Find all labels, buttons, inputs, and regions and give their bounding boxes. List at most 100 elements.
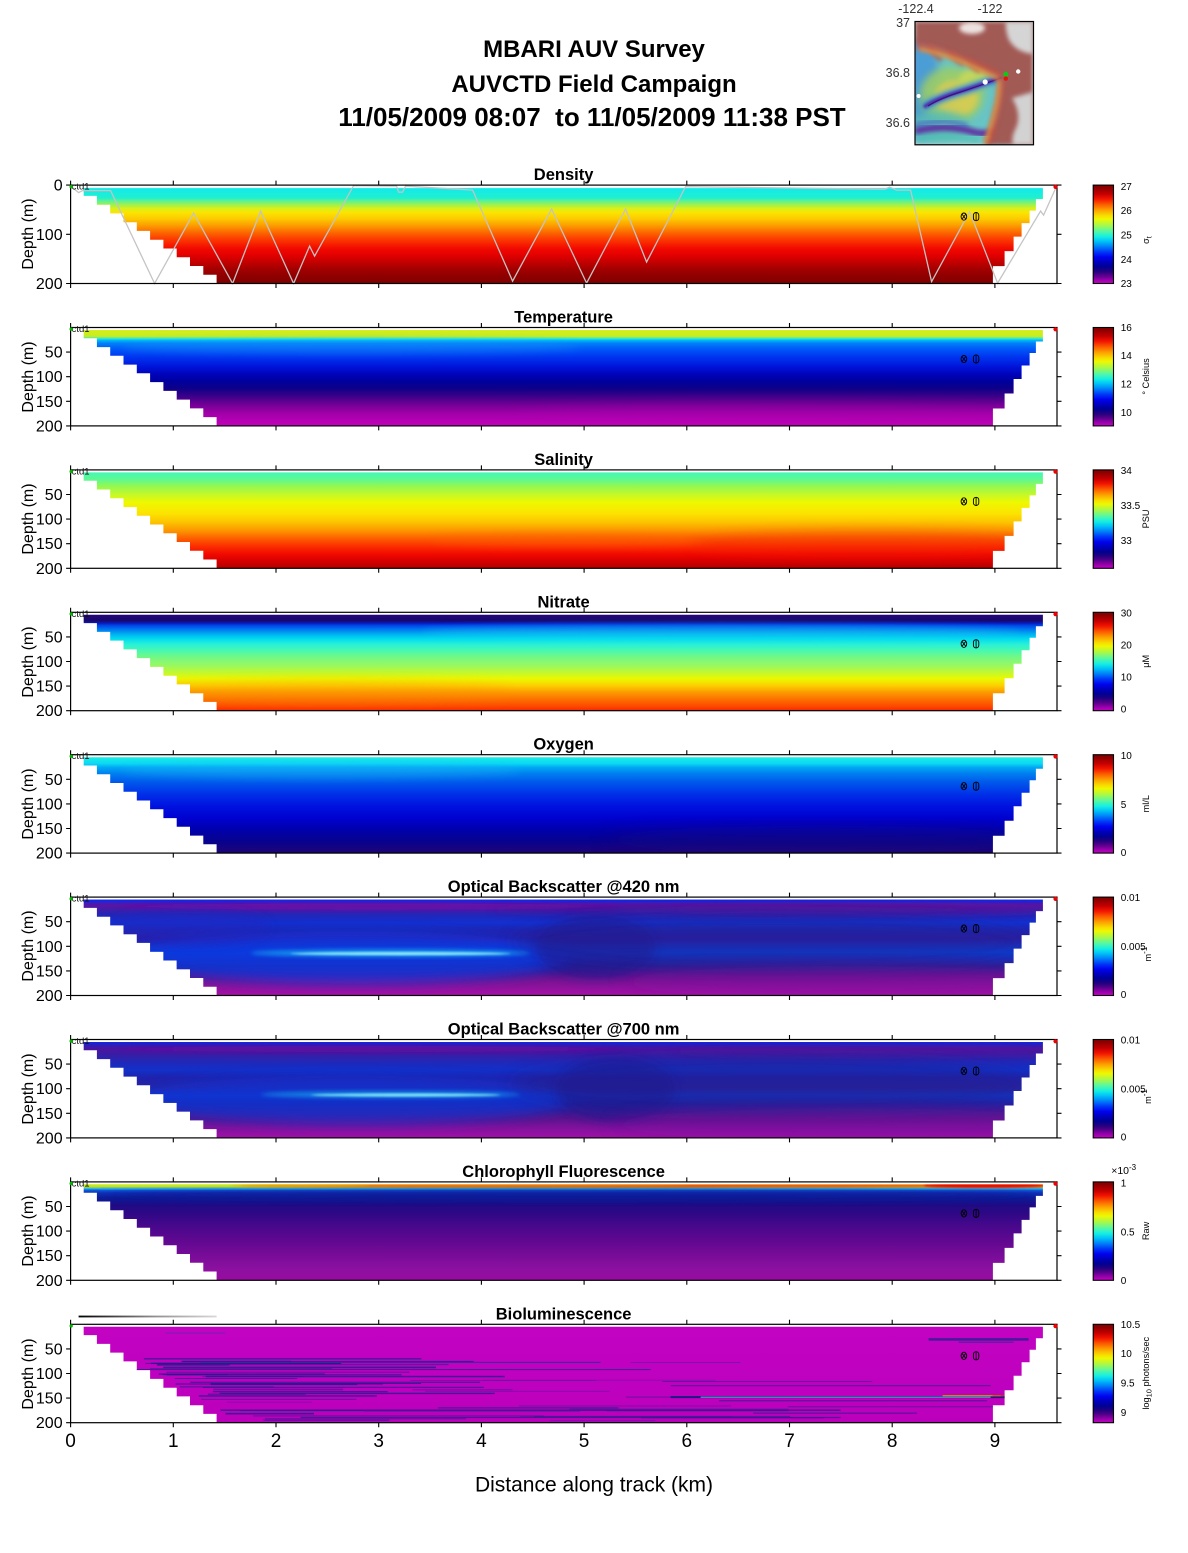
svg-text:Depth (m): Depth (m) [20, 483, 37, 554]
svg-text:-122: -122 [977, 2, 1002, 16]
svg-text:0.005: 0.005 [1121, 942, 1146, 953]
svg-text:33.5: 33.5 [1121, 501, 1141, 512]
svg-text:ctd1: ctd1 [72, 751, 90, 762]
svg-text:Raw: Raw [1141, 1221, 1151, 1240]
svg-text:100: 100 [36, 1224, 63, 1241]
svg-text:10: 10 [1121, 672, 1133, 683]
svg-text:150: 150 [36, 1248, 63, 1265]
svg-text:Density: Density [534, 166, 594, 184]
svg-text:200: 200 [36, 1130, 63, 1147]
svg-text:100: 100 [36, 369, 63, 386]
svg-text:200: 200 [36, 561, 63, 578]
svg-text:50: 50 [45, 345, 63, 362]
svg-text:Depth (m): Depth (m) [20, 1195, 37, 1266]
svg-text:Depth (m): Depth (m) [20, 1338, 37, 1409]
svg-text:23: 23 [1121, 279, 1133, 290]
svg-text:9: 9 [990, 1431, 1001, 1452]
svg-text:9: 9 [1121, 1408, 1127, 1419]
svg-text:100: 100 [36, 227, 63, 244]
svg-text:ctd1: ctd1 [72, 324, 90, 335]
svg-text:0: 0 [65, 1431, 76, 1452]
svg-text:PSU: PSU [1141, 509, 1151, 528]
svg-text:0.5: 0.5 [1121, 1227, 1135, 1238]
svg-text:Depth (m): Depth (m) [20, 626, 37, 697]
svg-text:-122.4: -122.4 [898, 2, 933, 16]
svg-text:ctd1: ctd1 [72, 1178, 90, 1189]
svg-text:200: 200 [36, 703, 63, 720]
svg-text:100: 100 [36, 1081, 63, 1098]
svg-text:Depth (m): Depth (m) [20, 1053, 37, 1124]
svg-text:50: 50 [45, 772, 63, 789]
svg-text:0.01: 0.01 [1121, 893, 1141, 904]
svg-text:0.01: 0.01 [1121, 1036, 1141, 1047]
svg-text:150: 150 [36, 821, 63, 838]
svg-text:2: 2 [271, 1431, 282, 1452]
svg-text:200: 200 [36, 1415, 63, 1432]
svg-text:36.6: 36.6 [886, 116, 910, 130]
svg-text:24: 24 [1121, 255, 1133, 266]
svg-text:1: 1 [168, 1431, 179, 1452]
svg-text:Depth (m): Depth (m) [20, 198, 37, 269]
svg-text:10: 10 [1121, 408, 1133, 419]
svg-text:100: 100 [36, 1366, 63, 1383]
svg-text:0: 0 [1121, 990, 1127, 1001]
svg-text:MBARI AUV Survey: MBARI AUV Survey [483, 36, 705, 63]
svg-text:100: 100 [36, 512, 63, 529]
svg-text:Bioluminescence: Bioluminescence [496, 1305, 632, 1323]
svg-text:10.5: 10.5 [1121, 1320, 1141, 1331]
svg-text:50: 50 [45, 487, 63, 504]
svg-text:50: 50 [45, 1341, 63, 1358]
svg-text:3: 3 [373, 1431, 384, 1452]
svg-text:26: 26 [1121, 206, 1133, 217]
svg-text:1: 1 [1121, 1178, 1127, 1189]
svg-text:ctd1: ctd1 [72, 466, 90, 477]
svg-text:36.8: 36.8 [886, 66, 910, 80]
svg-text:50: 50 [45, 914, 63, 931]
svg-text:5: 5 [1121, 800, 1127, 811]
svg-text:30: 30 [1121, 608, 1133, 619]
svg-text:5: 5 [579, 1431, 590, 1452]
svg-text:9.5: 9.5 [1121, 1379, 1135, 1390]
svg-text:50: 50 [45, 1199, 63, 1216]
svg-text:200: 200 [36, 276, 63, 293]
svg-text:200: 200 [36, 988, 63, 1005]
svg-text:50: 50 [45, 1057, 63, 1074]
svg-text:100: 100 [36, 796, 63, 813]
svg-text:ctd1: ctd1 [72, 609, 90, 620]
svg-text:200: 200 [36, 846, 63, 863]
svg-text:37: 37 [896, 16, 910, 30]
svg-text:AUVCTD Field Campaign: AUVCTD Field Campaign [451, 71, 736, 98]
svg-text:Distance along track (km): Distance along track (km) [475, 1474, 713, 1497]
svg-text:10: 10 [1121, 1349, 1133, 1360]
svg-text:33: 33 [1121, 536, 1133, 547]
svg-text:100: 100 [36, 939, 63, 956]
svg-text:150: 150 [36, 1106, 63, 1123]
svg-text:0: 0 [1121, 1132, 1127, 1143]
svg-text:150: 150 [36, 963, 63, 980]
svg-text:Oxygen: Oxygen [533, 736, 594, 754]
svg-text:10: 10 [1121, 751, 1133, 762]
svg-text:Temperature: Temperature [514, 309, 613, 327]
svg-text:4: 4 [476, 1431, 487, 1452]
svg-text:ml/L: ml/L [1141, 795, 1151, 812]
svg-text:0.005: 0.005 [1121, 1084, 1146, 1095]
svg-text:25: 25 [1121, 231, 1133, 242]
svg-text:150: 150 [36, 1391, 63, 1408]
svg-text:0: 0 [1121, 705, 1127, 716]
svg-text:150: 150 [36, 536, 63, 553]
svg-text:0: 0 [1121, 1276, 1127, 1287]
svg-text:0: 0 [1121, 848, 1127, 859]
svg-text:16: 16 [1121, 323, 1133, 334]
svg-text:ctd1: ctd1 [72, 182, 90, 193]
svg-text:50: 50 [45, 629, 63, 646]
svg-text:Salinity: Salinity [534, 451, 594, 469]
svg-text:14: 14 [1121, 351, 1133, 362]
svg-text:7: 7 [784, 1431, 795, 1452]
svg-text:Optical Backscatter @700 nm: Optical Backscatter @700 nm [448, 1021, 680, 1039]
svg-text:° Celsius: ° Celsius [1141, 358, 1151, 395]
svg-text:0: 0 [54, 178, 63, 195]
svg-text:6: 6 [682, 1431, 693, 1452]
svg-text:11/05/2009 08:07 to 11/05/200: 11/05/2009 08:07 to 11/05/2009 11:38 PST [338, 102, 846, 132]
svg-text:μM: μM [1141, 655, 1151, 668]
svg-text:34: 34 [1121, 466, 1133, 477]
